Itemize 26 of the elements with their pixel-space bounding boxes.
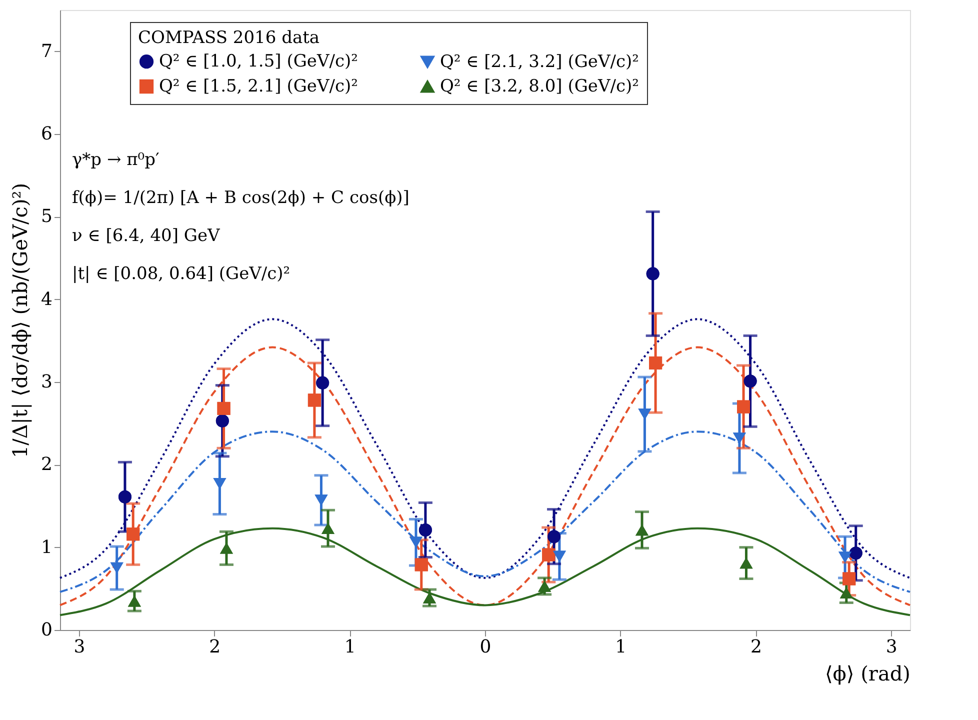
legend-label: Q² ∈ [2.1, 3.2] (GeV/c)² bbox=[440, 52, 639, 72]
annotation: f(ϕ)= 1/(2π) [A + B cos(2ϕ) + C cos(ϕ)] bbox=[72, 188, 410, 208]
legend-title: COMPASS 2016 data bbox=[138, 28, 320, 48]
y-tick-label: 1 bbox=[41, 536, 52, 558]
y-tick-label: 3 bbox=[41, 372, 52, 392]
annotation: γ*p → π⁰p′ bbox=[72, 150, 160, 170]
y-tick-label: 4 bbox=[41, 288, 52, 310]
x-tick-label: 0 bbox=[480, 636, 492, 658]
legend-label: Q² ∈ [1.5, 2.1] (GeV/c)² bbox=[159, 76, 358, 96]
x-tick-label: 2 bbox=[209, 636, 221, 658]
x-tick-label: 1 bbox=[615, 636, 627, 658]
x-tick-label: 1 bbox=[344, 636, 356, 658]
legend-label: Q² ∈ [3.2, 8.0] (GeV/c)² bbox=[440, 76, 639, 96]
x-tick-label: 2 bbox=[750, 636, 762, 658]
y-tick-label: 0 bbox=[41, 620, 52, 640]
annotation: |t| ∈ [0.08, 0.64] (GeV/c)² bbox=[72, 264, 290, 284]
y-axis-title: 1/Δ|t| ⟨dσ/dϕ⟩ (nb/(GeV/c)²) bbox=[8, 182, 32, 458]
x-axis-title: ⟨ϕ⟩ (rad) bbox=[825, 662, 910, 686]
annotation: ν ∈ [6.4, 40] GeV bbox=[72, 226, 221, 246]
x-tick-label: 3 bbox=[886, 636, 898, 658]
y-tick-label: 5 bbox=[41, 206, 52, 228]
x-tick-label: 3 bbox=[74, 636, 86, 658]
y-tick-label: 6 bbox=[41, 124, 52, 144]
y-tick-label: 2 bbox=[41, 454, 52, 476]
legend-label: Q² ∈ [1.0, 1.5] (GeV/c)² bbox=[159, 52, 358, 72]
y-tick-label: 7 bbox=[41, 40, 52, 62]
